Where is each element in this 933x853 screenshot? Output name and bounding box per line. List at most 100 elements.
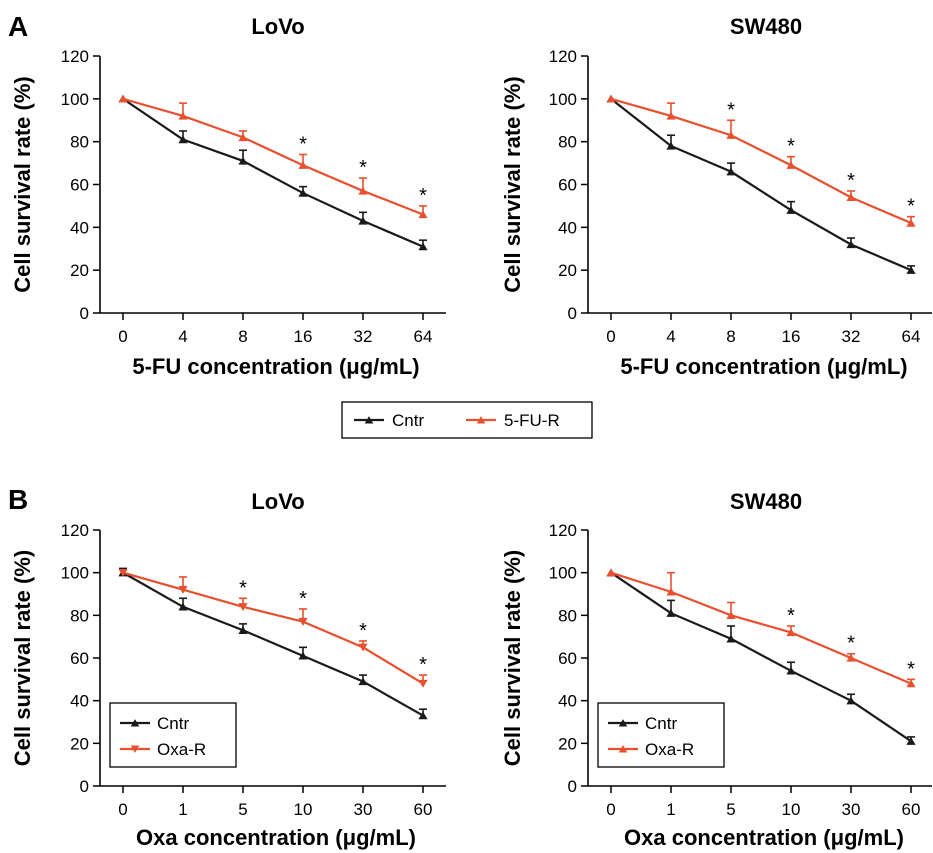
- series-line: [122, 97, 424, 216]
- x-tick-label: 64: [414, 327, 433, 346]
- x-tick-label: 16: [294, 327, 313, 346]
- data-point: [298, 618, 308, 626]
- significance-marker: *: [787, 136, 795, 158]
- y-tick-label: 40: [70, 692, 89, 711]
- y-tick-label: 100: [61, 564, 89, 583]
- data-point: [238, 603, 248, 611]
- panel-letter-b: B: [8, 484, 28, 515]
- significance-marker: *: [907, 196, 915, 218]
- data-point: [666, 587, 676, 596]
- y-tick-label: 20: [70, 261, 89, 280]
- series-cntr: [118, 94, 428, 251]
- chart-title: SW480: [730, 14, 802, 39]
- data-point: [358, 186, 368, 195]
- legend-box: [597, 702, 725, 768]
- series-5-fu-r: [606, 94, 916, 227]
- data-point: [906, 737, 916, 745]
- y-tick-label: 0: [80, 777, 89, 796]
- significance-marker: *: [359, 157, 367, 179]
- series-5-fu-r: [118, 94, 428, 219]
- data-point: [238, 626, 248, 634]
- chart-title: LoVo: [251, 489, 304, 514]
- y-axis-label: Cell survival rate (%): [500, 550, 525, 766]
- significance-marker: *: [419, 654, 427, 676]
- chart-1: LoVo 0 20 40 60 80 100 120 0 4 8 16 32 64 Cell surviva…: [10, 14, 446, 379]
- data-point: [418, 210, 428, 219]
- y-tick-label: 60: [558, 649, 577, 668]
- data-point: [238, 133, 248, 142]
- chart-3: LoVo 0 20 40 60 80 100 120 0 1 5 10 30 60 Cell surviva…: [10, 489, 446, 850]
- legend-swatch-marker: [130, 719, 140, 727]
- data-point: [238, 156, 248, 165]
- x-tick-label: 32: [354, 327, 373, 346]
- y-tick-label: 20: [558, 734, 577, 753]
- significance-marker: *: [359, 620, 367, 642]
- data-point: [418, 242, 428, 251]
- y-tick-label: 80: [70, 606, 89, 625]
- data-point: [846, 696, 856, 705]
- data-point: [786, 161, 796, 169]
- significance-marker: *: [419, 185, 427, 207]
- data-point: [726, 167, 736, 176]
- chart-title: LoVo: [251, 14, 304, 39]
- significance-marker: *: [847, 170, 855, 192]
- series-cntr: [118, 567, 428, 720]
- data-point: [298, 188, 308, 197]
- data-point: [786, 666, 796, 675]
- y-axis-label: Cell survival rate (%): [10, 550, 35, 766]
- x-tick-label: 5: [238, 800, 247, 819]
- significance-marker: *: [907, 658, 915, 680]
- chart-4: SW480 0 20 40 60 80 100 120 0 1 5 10 30 60 Cell surviv…: [500, 489, 932, 850]
- data-point: [178, 602, 188, 611]
- legend-box: [109, 702, 237, 768]
- shared-legend-label: 5-FU-R: [504, 411, 560, 430]
- data-point: [906, 218, 916, 227]
- y-tick-label: 60: [70, 176, 89, 195]
- significance-marker: *: [727, 99, 735, 121]
- y-tick-label: 120: [61, 521, 89, 540]
- data-point: [418, 711, 428, 720]
- y-tick-label: 0: [568, 304, 577, 323]
- data-point: [606, 568, 616, 577]
- y-tick-label: 120: [549, 47, 577, 66]
- x-tick-label: 0: [606, 800, 615, 819]
- y-tick-label: 0: [568, 777, 577, 796]
- y-tick-label: 60: [558, 176, 577, 195]
- x-axis-label: 5-FU concentration (μg/mL): [132, 354, 419, 379]
- data-point: [906, 266, 916, 274]
- data-point: [786, 206, 796, 214]
- y-tick-label: 40: [70, 218, 89, 237]
- x-axis-label: 5-FU concentration (μg/mL): [620, 354, 907, 379]
- shared-legend-label: Cntr: [392, 411, 424, 430]
- significance-marker: *: [299, 588, 307, 610]
- y-tick-label: 20: [70, 734, 89, 753]
- x-tick-label: 0: [118, 800, 127, 819]
- data-point: [606, 94, 616, 103]
- series-cntr: [606, 568, 916, 745]
- shared-legend-swatch-marker: [476, 416, 486, 424]
- x-tick-label: 60: [414, 800, 433, 819]
- series-oxa-r: [118, 568, 428, 688]
- data-point: [358, 677, 368, 686]
- y-tick-label: 80: [558, 133, 577, 152]
- chart-2: SW480 0 20 40 60 80 100 120 0 4 8 16 32 64 Cell surviv…: [500, 14, 932, 379]
- x-axis-label: Oxa concentration (μg/mL): [136, 825, 416, 850]
- shared-legend-swatch-marker: [364, 416, 374, 424]
- y-tick-label: 80: [70, 133, 89, 152]
- legend-label: Oxa-R: [645, 740, 694, 759]
- data-point: [726, 131, 736, 139]
- data-point: [846, 193, 856, 202]
- series-line: [122, 97, 424, 248]
- data-point: [666, 111, 676, 120]
- y-tick-label: 120: [549, 521, 577, 540]
- legend-swatch-marker: [618, 719, 628, 727]
- series-line: [610, 97, 912, 225]
- data-point: [846, 653, 856, 662]
- series-oxa-r: [606, 568, 916, 688]
- significance-marker: *: [299, 134, 307, 156]
- series-line: [122, 571, 424, 685]
- chart-legend: Cntr Oxa-R: [597, 702, 725, 768]
- data-point: [906, 679, 916, 688]
